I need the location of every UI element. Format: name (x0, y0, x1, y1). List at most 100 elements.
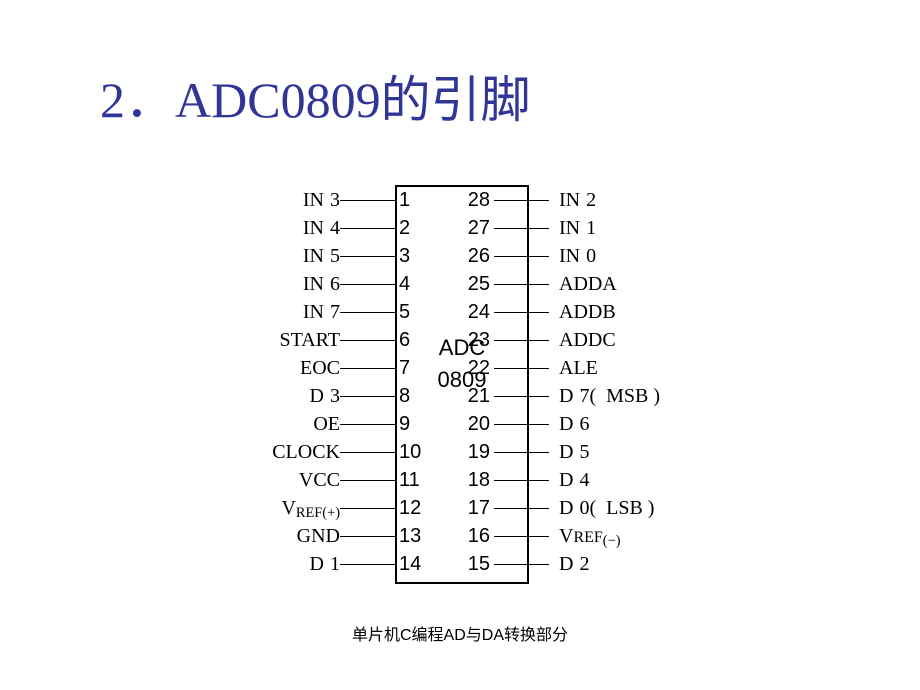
pin-name: CLOCK (230, 441, 340, 464)
pinout-diagram: ADC 0809 IN 31IN 42IN 53IN 64IN 75START6… (230, 175, 690, 605)
pin-lead (494, 284, 549, 285)
pin-number: 20 (460, 413, 494, 436)
pin-name: D 0( LSB ) (549, 497, 669, 520)
pin-row: IN 026 (460, 243, 690, 269)
pin-row: START6 (230, 327, 460, 353)
pin-name: ADDA (549, 273, 669, 296)
pin-lead (494, 312, 549, 313)
slide-footer: 单片机C编程AD与DA转换部分 (0, 621, 920, 645)
pin-name: VREF(−) (549, 525, 669, 548)
pin-row: D 114 (230, 551, 460, 577)
pin-row: GND13 (230, 523, 460, 549)
pin-name: D 7( MSB ) (549, 385, 669, 408)
pin-name: ADDB (549, 301, 669, 324)
pin-number: 18 (460, 469, 494, 492)
pin-name: IN 4 (230, 217, 340, 240)
pin-lead (494, 396, 549, 397)
pin-name: VCC (230, 469, 340, 492)
pin-row: ALE 22 (460, 355, 690, 381)
pin-number: 3 (395, 245, 429, 268)
pin-lead (340, 396, 395, 397)
pin-number: 12 (395, 497, 429, 520)
pin-row: ADDA 25 (460, 271, 690, 297)
pin-row: IN 228 (460, 187, 690, 213)
pin-lead (494, 424, 549, 425)
pin-number: 2 (395, 217, 429, 240)
pin-number: 7 (395, 357, 429, 380)
pin-name: D 5 (549, 441, 669, 464)
pin-number: 5 (395, 301, 429, 324)
pin-row: ADDC 23 (460, 327, 690, 353)
pin-number: 10 (395, 441, 429, 464)
pin-number: 27 (460, 217, 494, 240)
pin-lead (494, 256, 549, 257)
pin-name: ALE (549, 357, 669, 380)
pin-row: VCC 11 (230, 467, 460, 493)
pin-row: VREF(−)16 (460, 523, 690, 549)
pin-row: D 2 15 (460, 551, 690, 577)
pin-number: 23 (460, 329, 494, 352)
slide: 2．ADC0809的引脚 ADC 0809 IN 31IN 42IN 53IN … (0, 0, 920, 690)
pin-number: 19 (460, 441, 494, 464)
pin-row: OE 9 (230, 411, 460, 437)
pin-lead (340, 536, 395, 537)
pin-name: IN 5 (230, 245, 340, 268)
pin-row: D 4 18 (460, 467, 690, 493)
pin-row: D 620 (460, 411, 690, 437)
pin-name: IN 2 (549, 189, 669, 212)
pin-row: EOC7 (230, 355, 460, 381)
pin-number: 4 (395, 273, 429, 296)
pin-number: 14 (395, 553, 429, 576)
pin-row: D 7( MSB )21 (460, 383, 690, 409)
pin-lead (340, 508, 395, 509)
pin-number: 17 (460, 497, 494, 520)
pin-lead (494, 340, 549, 341)
pin-name: ADDC (549, 329, 669, 352)
pin-lead (340, 368, 395, 369)
pin-row: IN 31 (230, 187, 460, 213)
pin-lead (340, 452, 395, 453)
pin-number: 11 (395, 469, 429, 492)
pin-name: OE (230, 413, 340, 436)
pin-number: 13 (395, 525, 429, 548)
pin-lead (494, 508, 549, 509)
pin-number: 15 (460, 553, 494, 576)
pin-row: ADDB 24 (460, 299, 690, 325)
pin-row: IN 4 2 (230, 215, 460, 241)
pin-lead (340, 312, 395, 313)
pin-number: 9 (395, 413, 429, 436)
pin-number: 24 (460, 301, 494, 324)
pin-lead (494, 480, 549, 481)
pin-lead (494, 368, 549, 369)
pin-lead (340, 200, 395, 201)
pin-lead (340, 284, 395, 285)
pin-name: D 4 (549, 469, 669, 492)
pin-lead (340, 340, 395, 341)
pin-row: IN 6 4 (230, 271, 460, 297)
slide-title: 2．ADC0809的引脚 (100, 60, 531, 132)
pin-name: IN 7 (230, 301, 340, 324)
pin-number: 1 (395, 189, 429, 212)
pin-row: D 5 19 (460, 439, 690, 465)
pin-name: IN 1 (549, 217, 669, 240)
pin-lead (340, 424, 395, 425)
pin-row: IN 1 27 (460, 215, 690, 241)
pin-lead (494, 452, 549, 453)
pin-lead (494, 200, 549, 201)
pin-lead (494, 228, 549, 229)
pin-row: IN 5 3 (230, 243, 460, 269)
pin-number: 25 (460, 273, 494, 296)
pin-number: 22 (460, 357, 494, 380)
pin-row: CLOCK 10 (230, 439, 460, 465)
pin-row: IN 7 5 (230, 299, 460, 325)
pin-name: VREF(+) (230, 497, 340, 520)
pin-name: IN 6 (230, 273, 340, 296)
pin-lead (340, 256, 395, 257)
pin-name: D 3 (230, 385, 340, 408)
pin-name: START (230, 329, 340, 352)
pin-number: 26 (460, 245, 494, 268)
pin-lead (340, 480, 395, 481)
pin-number: 8 (395, 385, 429, 408)
pin-name: D 2 (549, 553, 669, 576)
pin-lead (494, 536, 549, 537)
